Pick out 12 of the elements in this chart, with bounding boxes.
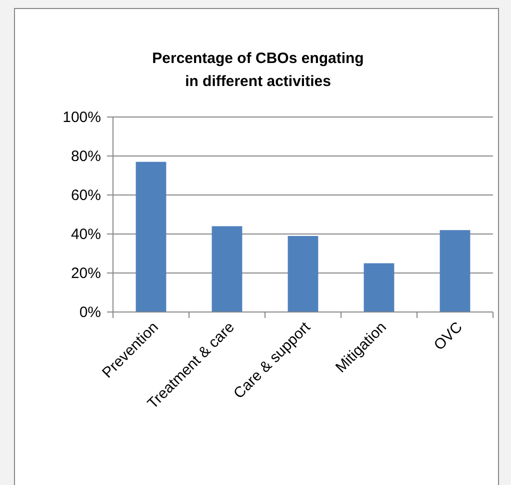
y-tick-label: 20% [70, 264, 101, 282]
y-tick-label: 0% [79, 304, 101, 321]
bar [136, 162, 166, 312]
y-tick-label: 40% [70, 226, 101, 243]
bar [364, 263, 394, 312]
chart-title: Percentage of CBOs engating in different activities [152, 50, 364, 90]
y-tick-label: 100% [62, 108, 101, 126]
y-tick-label: 60% [70, 186, 101, 204]
bar [212, 226, 242, 312]
bar [440, 230, 470, 312]
y-tick-label: 80% [70, 148, 101, 165]
bar [288, 236, 318, 312]
